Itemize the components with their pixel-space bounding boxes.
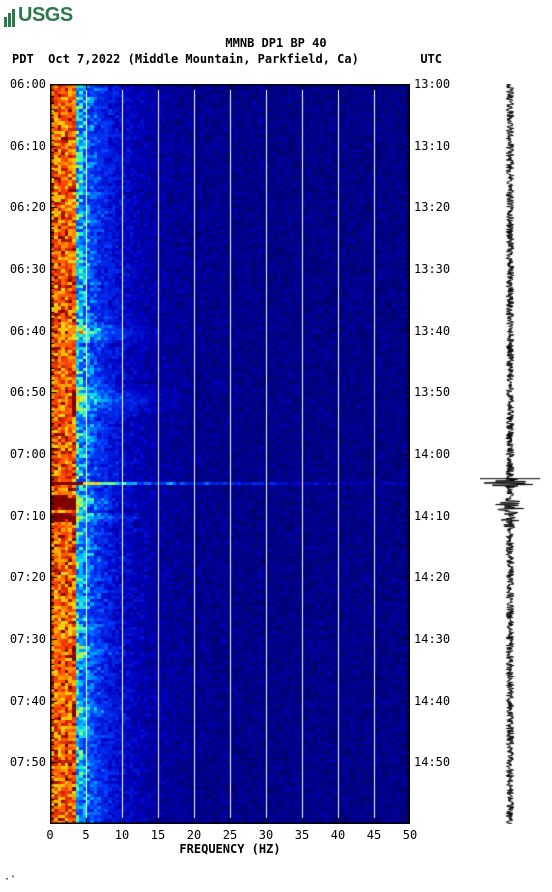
ytick-right: 13:40 <box>414 324 454 338</box>
ytick-right: 14:10 <box>414 509 454 523</box>
ytick-right: 14:40 <box>414 694 454 708</box>
logo-bars-icon <box>4 4 16 27</box>
xtick: 45 <box>364 828 384 842</box>
ytick-left: 06:00 <box>6 77 46 91</box>
ytick-left: 07:10 <box>6 509 46 523</box>
ytick-left: 06:40 <box>6 324 46 338</box>
ytick-left: 06:30 <box>6 262 46 276</box>
usgs-logo: USGS <box>4 4 73 27</box>
xtick: 5 <box>76 828 96 842</box>
ytick-left: 07:20 <box>6 570 46 584</box>
ytick-left: 06:10 <box>6 139 46 153</box>
waveform-plot <box>480 84 540 824</box>
xtick: 15 <box>148 828 168 842</box>
spectrogram-plot <box>50 84 410 824</box>
ytick-right: 14:50 <box>414 755 454 769</box>
ytick-right: 13:20 <box>414 200 454 214</box>
ytick-left: 06:50 <box>6 385 46 399</box>
xtick: 0 <box>40 828 60 842</box>
ytick-right: 14:20 <box>414 570 454 584</box>
chart-subtitle: PDT Oct 7,2022 (Middle Mountain, Parkfie… <box>12 52 532 66</box>
footer-mark: ·' <box>4 874 16 885</box>
ytick-right: 13:50 <box>414 385 454 399</box>
ytick-right: 14:00 <box>414 447 454 461</box>
location-label: (Middle Mountain, Parkfield, Ca) <box>128 52 359 66</box>
xtick: 50 <box>400 828 420 842</box>
spectrogram-canvas <box>50 84 410 824</box>
ytick-left: 07:40 <box>6 694 46 708</box>
xtick: 35 <box>292 828 312 842</box>
x-axis-label: FREQUENCY (HZ) <box>50 842 410 856</box>
chart-title: MMNB DP1 BP 40 <box>0 36 552 50</box>
date-label: Oct 7,2022 <box>48 52 120 66</box>
ytick-right: 13:10 <box>414 139 454 153</box>
ytick-right: 14:30 <box>414 632 454 646</box>
xtick: 25 <box>220 828 240 842</box>
xtick: 30 <box>256 828 276 842</box>
waveform-canvas <box>480 84 540 824</box>
logo-text: USGS <box>18 4 73 26</box>
ytick-left: 06:20 <box>6 200 46 214</box>
ytick-left: 07:00 <box>6 447 46 461</box>
utc-label: UTC <box>420 52 442 66</box>
ytick-right: 13:00 <box>414 77 454 91</box>
ytick-left: 07:30 <box>6 632 46 646</box>
xtick: 10 <box>112 828 132 842</box>
xtick: 40 <box>328 828 348 842</box>
ytick-right: 13:30 <box>414 262 454 276</box>
ytick-left: 07:50 <box>6 755 46 769</box>
xtick: 20 <box>184 828 204 842</box>
pdt-label: PDT <box>12 52 34 66</box>
